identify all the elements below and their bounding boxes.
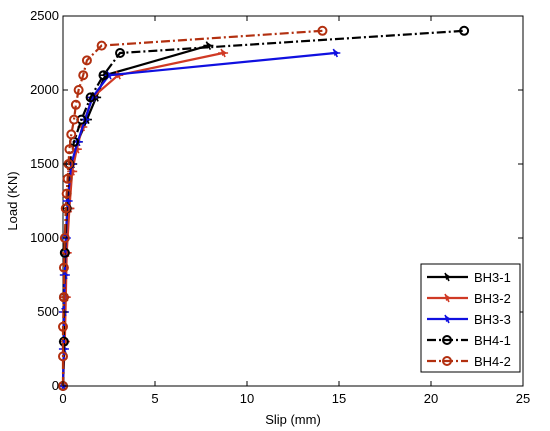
y-tick-label-0: 0 xyxy=(52,378,59,393)
data-point-bh4-2-15 xyxy=(78,70,89,81)
data-point-bh4-2-10 xyxy=(64,144,75,155)
x-tick-label-5: 5 xyxy=(151,391,158,406)
y-tick-label-2500: 2500 xyxy=(30,8,59,23)
x-tick-label-10: 10 xyxy=(240,391,254,406)
legend-box xyxy=(420,263,521,373)
data-point-bh4-2-12 xyxy=(69,114,80,125)
legend-entry-bh4-2: BH4-2 xyxy=(427,354,511,369)
legend-label-bh4-2: BH4-2 xyxy=(474,354,511,369)
data-point-bh4-2-1 xyxy=(58,351,68,362)
data-point-bh4-2-4 xyxy=(58,262,69,273)
legend-marker-bh3-2 xyxy=(442,293,452,303)
data-point-bh4-2-5 xyxy=(59,233,70,243)
y-tick-label-2000: 2000 xyxy=(30,82,59,97)
axis-layer: 0 5 10 15 20 25 0 500 1000 1500 2000 2500 xyxy=(30,8,530,406)
data-point-bh4-2-16 xyxy=(81,55,92,66)
x-axis-title: Slip (mm) xyxy=(265,412,321,427)
data-point-bh4-2-8 xyxy=(62,173,73,184)
legend-label-bh3-1: BH3-1 xyxy=(474,270,511,285)
series-bh4-2 xyxy=(58,25,328,391)
legend-entry-bh3-1: BH3-1 xyxy=(427,270,511,285)
x-tick-label-25: 25 xyxy=(516,391,530,406)
data-point-bh3-2-10 xyxy=(218,48,229,58)
data-point-bh4-2-11 xyxy=(66,129,77,140)
legend-label-bh3-2: BH3-2 xyxy=(474,291,511,306)
series-line-bh4-2 xyxy=(61,29,323,386)
data-point-bh4-2-13 xyxy=(70,99,81,110)
legend: BH3-1 BH3-2 BH3-3 BH4-1 BH4-2 xyxy=(420,263,521,373)
legend-entry-bh4-1: BH4-1 xyxy=(427,333,511,348)
legend-entry-bh3-2: BH3-2 xyxy=(427,291,511,306)
legend-marker-bh3-3 xyxy=(442,314,452,324)
y-axis-title: Load (KN) xyxy=(5,171,20,230)
y-tick-label-500: 500 xyxy=(37,304,59,319)
legend-marker-bh3-1 xyxy=(442,272,452,282)
data-point-bh4-1-9 xyxy=(98,70,109,81)
data-point-bh4-2-6 xyxy=(60,203,71,214)
legend-marker-bh4-2 xyxy=(442,356,452,366)
x-tick-label-20: 20 xyxy=(424,391,438,406)
series-layer xyxy=(58,25,470,391)
y-tick-label-1000: 1000 xyxy=(30,230,59,245)
legend-entry-bh3-3: BH3-3 xyxy=(427,312,511,327)
x-tick-label-15: 15 xyxy=(332,391,346,406)
data-point-bh4-1-10 xyxy=(115,48,126,58)
data-point-bh4-1-8 xyxy=(85,92,96,103)
data-point-bh4-1-11 xyxy=(459,25,470,36)
data-point-bh4-2-2 xyxy=(58,321,68,332)
legend-label-bh4-1: BH4-1 xyxy=(474,333,511,348)
y-tick-label-1500: 1500 xyxy=(30,156,59,171)
data-point-bh4-2-18 xyxy=(317,25,328,36)
legend-label-bh3-3: BH3-3 xyxy=(474,312,511,327)
x-tick-label-0: 0 xyxy=(59,391,66,406)
data-point-bh4-2-17 xyxy=(96,40,107,51)
data-point-bh3-3-11 xyxy=(330,48,341,58)
data-point-bh4-2-3 xyxy=(58,292,69,303)
legend-marker-bh4-1 xyxy=(442,335,452,345)
data-point-bh4-2-7 xyxy=(61,188,72,199)
data-point-bh4-2-14 xyxy=(73,85,84,95)
